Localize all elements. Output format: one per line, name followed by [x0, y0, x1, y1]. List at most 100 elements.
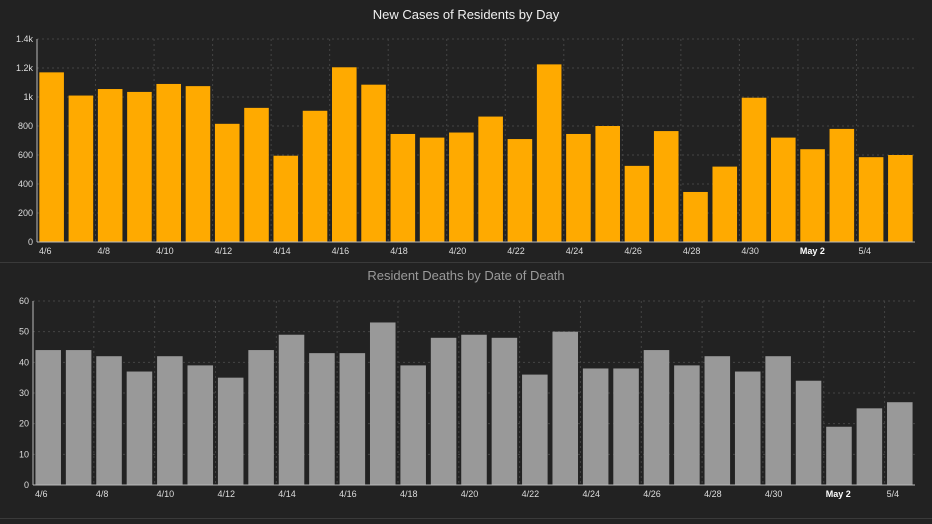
x-tick-label: 4/26 [624, 246, 642, 256]
bar[interactable] [35, 350, 61, 485]
y-tick-label: 20 [19, 419, 29, 429]
bar[interactable] [214, 123, 240, 242]
bar[interactable] [419, 137, 445, 242]
bar[interactable] [244, 107, 269, 242]
x-tick-label: 4/6 [35, 489, 48, 499]
bar[interactable] [156, 83, 181, 242]
bar[interactable] [361, 84, 386, 242]
x-tick-label: 4/26 [643, 489, 661, 499]
bar[interactable] [765, 356, 791, 485]
bar[interactable] [683, 191, 708, 242]
x-tick-label: 4/30 [765, 489, 783, 499]
bar[interactable] [887, 402, 913, 485]
y-tick-label: 200 [18, 208, 33, 218]
x-tick-label: 4/8 [98, 246, 111, 256]
bar[interactable] [674, 365, 700, 485]
y-tick-label: 50 [19, 327, 29, 337]
x-tick-label: 4/28 [683, 246, 701, 256]
bar[interactable] [390, 133, 416, 242]
y-tick-label: 0 [24, 480, 29, 490]
bar[interactable] [582, 368, 609, 485]
bar[interactable] [826, 426, 852, 485]
bar[interactable] [491, 337, 518, 485]
x-tick-label: 4/10 [156, 246, 174, 256]
x-tick-label: 4/14 [278, 489, 296, 499]
y-tick-label: 800 [18, 121, 33, 131]
x-tick-label: 4/18 [400, 489, 418, 499]
bar[interactable] [829, 128, 855, 242]
bar[interactable] [39, 72, 64, 242]
bar[interactable] [536, 64, 562, 242]
x-tick-label: 4/28 [704, 489, 722, 499]
x-tick-label: May 2 [800, 246, 825, 256]
bar[interactable] [507, 139, 533, 242]
x-tick-label: 4/12 [217, 489, 235, 499]
bar[interactable] [157, 356, 183, 485]
bar[interactable] [400, 365, 426, 485]
bar[interactable] [856, 408, 883, 485]
x-tick-label: 4/16 [339, 489, 357, 499]
bar[interactable] [741, 97, 767, 242]
bar[interactable] [68, 95, 94, 242]
bar[interactable] [65, 350, 92, 485]
bar[interactable] [595, 126, 620, 242]
x-tick-label: 4/20 [449, 246, 467, 256]
bar[interactable] [795, 380, 822, 485]
cases-chart-svg: 0 200 400 600 800 1k 1.2k 1.4k 4/6 4/8 4/10 4/12 4/1… [16, 34, 915, 256]
x-tick-label: 5/4 [858, 246, 871, 256]
bar[interactable] [369, 322, 396, 485]
deaths-chart-title: Resident Deaths by Date of Death [367, 268, 565, 283]
bar[interactable] [704, 356, 731, 485]
x-tick-label: 4/20 [461, 489, 479, 499]
bar[interactable] [97, 89, 123, 243]
cases-chart-title: New Cases of Residents by Day [372, 7, 560, 22]
bar[interactable] [858, 157, 884, 242]
bar[interactable] [478, 116, 503, 242]
bar[interactable] [566, 133, 591, 242]
bar[interactable] [461, 334, 487, 485]
y-tick-label: 40 [19, 357, 29, 367]
y-tick-label: 30 [19, 388, 29, 398]
bar[interactable] [332, 67, 357, 243]
x-tick-label: May 2 [826, 489, 851, 499]
x-tick-label: 4/22 [507, 246, 525, 256]
y-tick-label: 400 [18, 179, 33, 189]
bar[interactable] [624, 165, 650, 242]
bar[interactable] [309, 353, 335, 485]
x-tick-label: 4/8 [96, 489, 109, 499]
y-tick-label: 600 [18, 150, 33, 160]
bar[interactable] [522, 374, 548, 485]
cases-chart-panel: New Cases of Residents by Day 0 200 400 600… [16, 7, 915, 256]
bar[interactable] [187, 365, 214, 485]
bar[interactable] [552, 331, 579, 485]
bar[interactable] [96, 356, 122, 485]
bottom-divider [0, 518, 932, 519]
bar[interactable] [217, 377, 244, 485]
bar[interactable] [430, 337, 457, 485]
bar[interactable] [643, 350, 670, 485]
y-tick-label: 1.4k [16, 34, 34, 44]
bar[interactable] [248, 350, 274, 485]
bar[interactable] [613, 368, 639, 485]
x-tick-label: 4/16 [332, 246, 350, 256]
bar[interactable] [888, 155, 913, 242]
bar[interactable] [339, 353, 366, 485]
y-tick-label: 1k [23, 92, 33, 102]
bar[interactable] [449, 132, 474, 242]
x-tick-label: 4/24 [566, 246, 584, 256]
bar[interactable] [712, 166, 738, 242]
bar[interactable] [302, 110, 328, 243]
bar[interactable] [653, 131, 679, 242]
bar[interactable] [734, 371, 761, 485]
bar[interactable] [126, 371, 153, 485]
x-tick-label: 4/10 [157, 489, 175, 499]
bar[interactable] [278, 334, 305, 485]
bar[interactable] [127, 91, 152, 242]
bar[interactable] [800, 149, 825, 242]
bar[interactable] [273, 155, 299, 242]
x-tick-label: 4/30 [741, 246, 759, 256]
bar[interactable] [771, 137, 796, 242]
x-tick-label: 4/6 [39, 246, 52, 256]
bar[interactable] [185, 86, 211, 242]
x-tick-label: 4/24 [582, 489, 600, 499]
